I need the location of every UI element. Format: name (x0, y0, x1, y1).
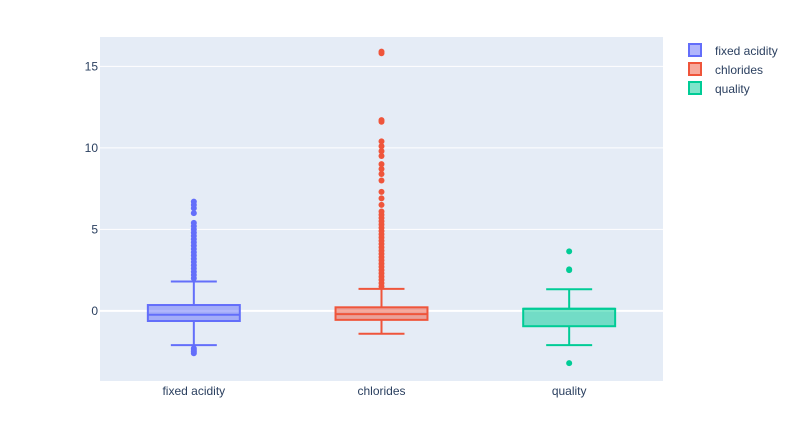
quality-outlier-point (566, 360, 573, 367)
fixed-acidity-outlier-point (190, 210, 197, 217)
legend-swatch-fixed-acidity (688, 43, 702, 57)
chlorides-outlier-point (378, 208, 385, 215)
legend-label-fixed-acidity: fixed acidity (715, 44, 778, 58)
chlorides-outlier-point (378, 170, 385, 177)
chlorides-outlier-point (378, 188, 385, 195)
chlorides-outlier-point (378, 48, 385, 55)
legend-label-quality: quality (715, 82, 750, 96)
chlorides-outlier-point (378, 153, 385, 160)
chlorides-outlier-point (378, 161, 385, 168)
chlorides-outlier-point (378, 148, 385, 155)
chlorides-outlier-point (378, 201, 385, 208)
fixed-acidity-box (146, 304, 241, 323)
fixed-acidity-outlier-point (190, 345, 197, 352)
y-tick-label: 10 (85, 141, 99, 155)
chlorides-outlier-point (378, 195, 385, 202)
chlorides-outlier-point (378, 138, 385, 145)
y-tick-label: 15 (85, 59, 99, 73)
quality-box (522, 307, 617, 328)
quality-outlier-point (566, 266, 573, 273)
y-tick-label: 0 (91, 304, 98, 318)
x-tick-label: chlorides (357, 384, 405, 398)
x-tick-label: fixed acidity (162, 384, 225, 398)
y-tick-label: 5 (91, 222, 98, 236)
fixed-acidity-outlier-point (190, 219, 197, 226)
chlorides-outlier-point (378, 143, 385, 150)
x-tick-label: quality (552, 384, 587, 398)
quality-outlier-point (566, 248, 573, 255)
legend-swatch-quality (688, 81, 702, 95)
legend-label-chlorides: chlorides (715, 63, 763, 77)
chlorides-outlier-point (378, 177, 385, 184)
chlorides-outlier-point (378, 166, 385, 173)
chlorides-outlier-point (378, 117, 385, 124)
legend-swatch-chlorides (688, 62, 702, 76)
fixed-acidity-outlier-point (190, 198, 197, 205)
